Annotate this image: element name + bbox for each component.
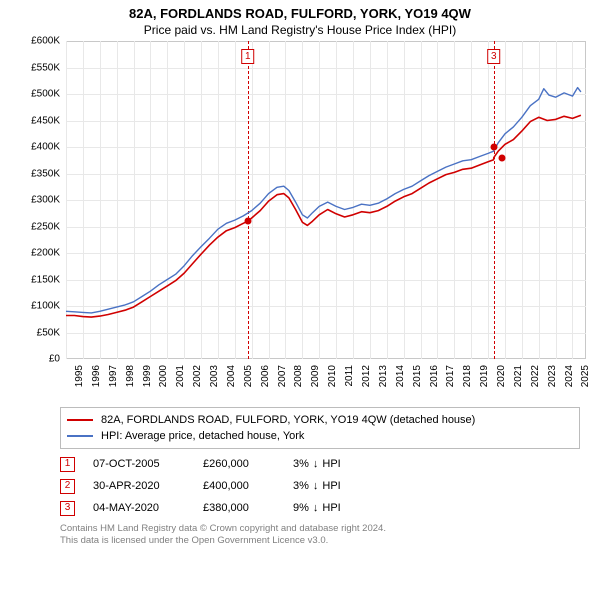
legend-label: 82A, FORDLANDS ROAD, FULFORD, YORK, YO19… xyxy=(101,412,475,428)
sale-delta: 9%↓HPI xyxy=(293,497,341,519)
x-tick-label: 1996 xyxy=(91,365,102,387)
series-hpi xyxy=(66,88,581,313)
chart-title: 82A, FORDLANDS ROAD, FULFORD, YORK, YO19… xyxy=(0,0,600,21)
chart: £0£50K£100K£150K£200K£250K£300K£350K£400… xyxy=(10,41,590,401)
footer-line-1: Contains HM Land Registry data © Crown c… xyxy=(60,523,580,535)
x-tick-label: 2016 xyxy=(429,365,440,387)
sale-price: £260,000 xyxy=(203,453,275,475)
sale-date: 07-OCT-2005 xyxy=(93,453,185,475)
sale-point-marker xyxy=(244,218,251,225)
sale-point-marker xyxy=(490,144,497,151)
sale-delta-vs: HPI xyxy=(322,497,340,519)
x-tick-label: 1995 xyxy=(74,365,85,387)
sale-price: £380,000 xyxy=(203,497,275,519)
x-tick-label: 2005 xyxy=(243,365,254,387)
legend-swatch xyxy=(67,435,93,437)
x-tick-label: 2004 xyxy=(226,365,237,387)
x-tick-label: 1997 xyxy=(108,365,119,387)
x-tick-label: 2013 xyxy=(378,365,389,387)
x-tick-label: 1998 xyxy=(125,365,136,387)
sale-number-box: 3 xyxy=(60,501,75,516)
sale-number-box: 2 xyxy=(60,479,75,494)
x-tick-label: 2012 xyxy=(361,365,372,387)
footer-attribution: Contains HM Land Registry data © Crown c… xyxy=(60,523,580,547)
x-tick-label: 2008 xyxy=(294,365,305,387)
legend-item: HPI: Average price, detached house, York xyxy=(67,428,573,444)
x-tick-label: 2007 xyxy=(277,365,288,387)
sale-delta-pct: 3% xyxy=(293,453,309,475)
x-tick-label: 2022 xyxy=(530,365,541,387)
x-tick-label: 2001 xyxy=(175,365,186,387)
x-tick-label: 2023 xyxy=(547,365,558,387)
x-tick-label: 2020 xyxy=(496,365,507,387)
x-tick-label: 2002 xyxy=(192,365,203,387)
chart-subtitle: Price paid vs. HM Land Registry's House … xyxy=(0,21,600,41)
x-tick-label: 2000 xyxy=(159,365,170,387)
sales-table: 107-OCT-2005£260,0003%↓HPI230-APR-2020£4… xyxy=(60,453,580,519)
sale-delta: 3%↓HPI xyxy=(293,453,341,475)
sale-delta-pct: 9% xyxy=(293,497,309,519)
chart-lines xyxy=(10,41,586,359)
x-tick-label: 2018 xyxy=(462,365,473,387)
x-tick-label: 2021 xyxy=(513,365,524,387)
x-tick-label: 2010 xyxy=(327,365,338,387)
x-tick-label: 2003 xyxy=(209,365,220,387)
x-tick-label: 2017 xyxy=(446,365,457,387)
arrow-down-icon: ↓ xyxy=(313,475,319,497)
x-tick-label: 2024 xyxy=(564,365,575,387)
legend: 82A, FORDLANDS ROAD, FULFORD, YORK, YO19… xyxy=(60,407,580,449)
arrow-down-icon: ↓ xyxy=(313,497,319,519)
sale-price: £400,000 xyxy=(203,475,275,497)
legend-item: 82A, FORDLANDS ROAD, FULFORD, YORK, YO19… xyxy=(67,412,573,428)
sale-delta-vs: HPI xyxy=(322,453,340,475)
sale-date: 30-APR-2020 xyxy=(93,475,185,497)
sale-point-marker xyxy=(499,154,506,161)
sale-date: 04-MAY-2020 xyxy=(93,497,185,519)
legend-swatch xyxy=(67,419,93,421)
x-tick-label: 2025 xyxy=(581,365,592,387)
sale-delta-vs: HPI xyxy=(322,475,340,497)
legend-label: HPI: Average price, detached house, York xyxy=(101,428,304,444)
x-tick-label: 2009 xyxy=(310,365,321,387)
sale-row: 2 30-APR-2020 £400,000 3%↓HPI xyxy=(60,475,580,497)
x-tick-label: 2015 xyxy=(412,365,423,387)
arrow-down-icon: ↓ xyxy=(313,453,319,475)
sale-row: 1 07-OCT-2005 £260,000 3%↓HPI xyxy=(60,453,580,475)
series-property xyxy=(66,115,581,317)
x-tick-label: 1999 xyxy=(142,365,153,387)
sale-row: 3 04-MAY-2020 £380,000 9%↓HPI xyxy=(60,497,580,519)
x-tick-label: 2019 xyxy=(479,365,490,387)
sale-delta: 3%↓HPI xyxy=(293,475,341,497)
sale-delta-pct: 3% xyxy=(293,475,309,497)
x-tick-label: 2011 xyxy=(344,365,355,387)
x-tick-label: 2006 xyxy=(260,365,271,387)
sale-number-box: 1 xyxy=(60,457,75,472)
x-tick-label: 2014 xyxy=(395,365,406,387)
footer-line-2: This data is licensed under the Open Gov… xyxy=(60,535,580,547)
